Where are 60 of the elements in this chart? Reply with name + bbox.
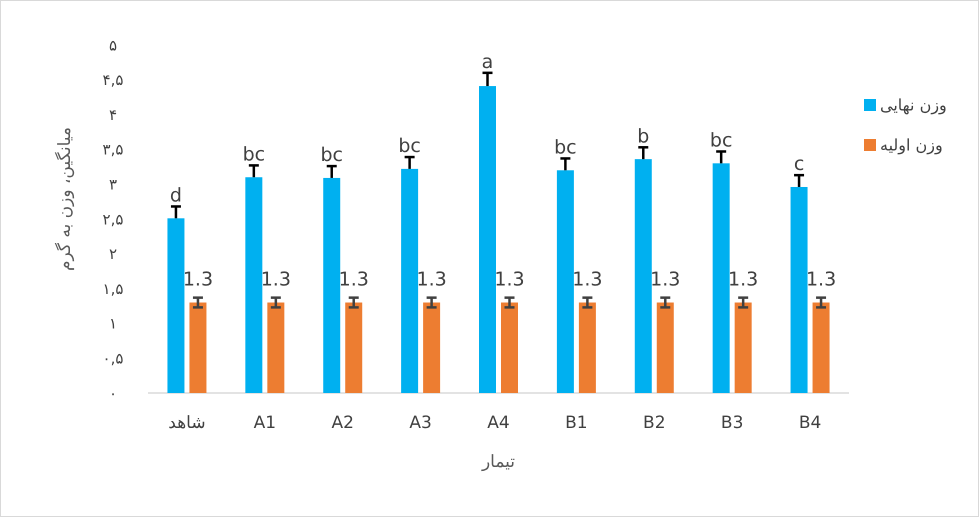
- y-tick-label: ۳: [108, 175, 118, 194]
- y-tick-label: ۴,۵: [102, 71, 124, 90]
- x-tick-label: A4: [487, 413, 510, 433]
- annotation: bc: [710, 129, 732, 152]
- y-tick-label: ۲,۵: [102, 210, 124, 228]
- annotation: bc: [242, 143, 266, 166]
- data-label: 1.3: [182, 268, 214, 291]
- data-label: 1.3: [806, 268, 836, 291]
- x-tick-label: B1: [565, 413, 588, 433]
- bar: [245, 177, 262, 393]
- bar: [790, 186, 808, 393]
- y-tick-label: ۵: [108, 36, 118, 54]
- y-tick-label: ۴: [108, 106, 118, 124]
- annotation: bc: [320, 144, 343, 166]
- y-tick-label: ۱,۵: [102, 280, 124, 298]
- x-tick-label: A1: [254, 413, 276, 433]
- data-label: 1.3: [260, 268, 291, 291]
- data-label: 1.3: [572, 268, 602, 291]
- annotation: b: [637, 125, 650, 148]
- legend-label: وزن اولیه: [880, 136, 943, 155]
- bar: [479, 86, 496, 393]
- x-tick-label: B2: [643, 413, 666, 433]
- bar: [556, 170, 574, 393]
- bar: [189, 302, 206, 393]
- bar: [578, 302, 596, 393]
- bar: [501, 302, 518, 393]
- y-tick-label: ۰: [108, 384, 118, 402]
- annotation: bc: [554, 136, 577, 158]
- bar: [634, 159, 652, 393]
- annotation: a: [482, 50, 494, 73]
- x-axis-title: تیمار: [480, 452, 516, 472]
- bar: [712, 163, 730, 393]
- x-tick-label: A3: [409, 413, 432, 433]
- bar: [323, 178, 340, 393]
- x-tick-label: A2: [331, 413, 354, 433]
- annotation: c: [794, 153, 804, 176]
- annotation: d: [170, 184, 182, 206]
- y-axis-title: میانگین، وزن به گرم: [54, 126, 75, 272]
- bar: [167, 218, 184, 393]
- bar: [267, 302, 284, 393]
- annotation: bc: [398, 135, 421, 158]
- data-label: 1.3: [494, 268, 525, 291]
- x-tick-label: B3: [720, 413, 744, 433]
- bar: [734, 302, 752, 393]
- y-tick-label: ۳,۵: [102, 140, 124, 159]
- bar: [401, 168, 418, 393]
- data-label: 1.3: [416, 268, 447, 291]
- bar: [656, 302, 674, 393]
- y-tick-label: ۱: [108, 314, 118, 333]
- y-tick-label: ۰,۵: [102, 349, 124, 368]
- data-label: 1.3: [338, 268, 369, 291]
- x-tick-label: شاهد: [168, 413, 206, 433]
- x-tick-label: B4: [798, 413, 822, 433]
- legend-label: وزن نهایی: [880, 96, 947, 115]
- data-label: 1.3: [650, 268, 680, 291]
- data-label: 1.3: [728, 268, 758, 291]
- bar: [812, 302, 830, 393]
- bar: [423, 302, 440, 393]
- y-tick-label: ۲: [108, 245, 118, 264]
- bar: [345, 302, 362, 393]
